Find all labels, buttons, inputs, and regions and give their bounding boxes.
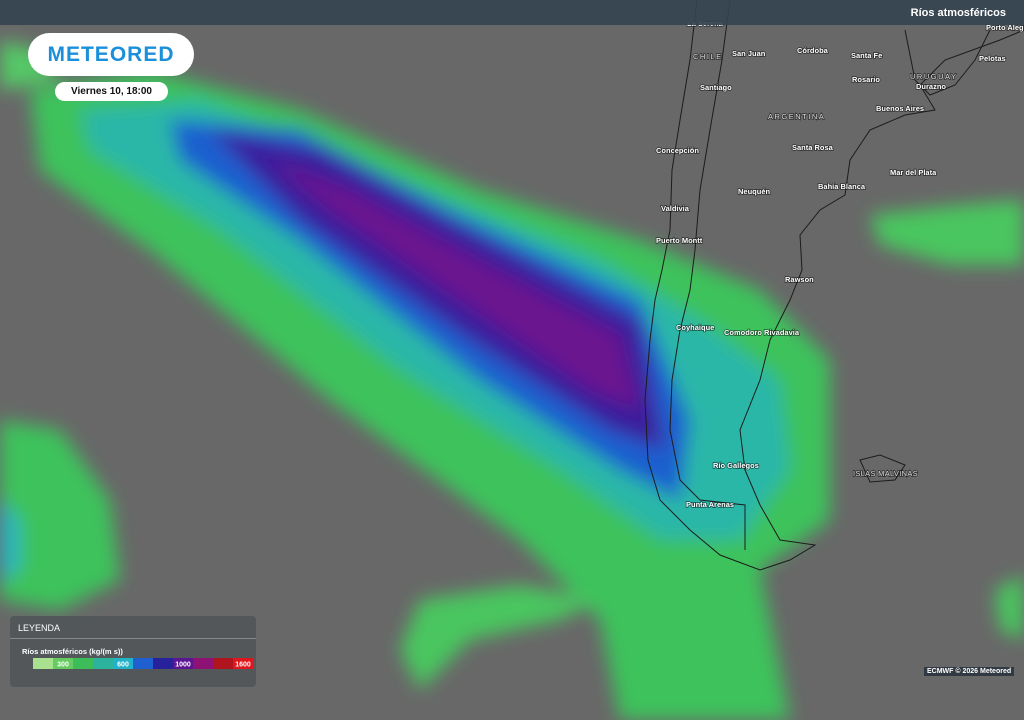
legend-swatch [153, 658, 173, 669]
place-label: Río Gallegos [713, 461, 759, 470]
place-label: Durazno [916, 82, 946, 91]
legend-tick-label: 300 [57, 662, 69, 669]
legend-swatch [33, 658, 53, 669]
legend-tick-label: 1600 [235, 662, 251, 669]
legend-title: LEYENDA [18, 623, 61, 633]
place-label: Santiago [700, 83, 732, 92]
legend-swatch [53, 658, 73, 669]
place-label: Córdoba [797, 46, 829, 55]
credit: ECMWF © 2026 Meteored [924, 667, 1015, 676]
legend-colorbar: 300 600 1000 1600 [33, 658, 253, 669]
place-label: Valdivia [661, 204, 690, 213]
place-label: Rosario [852, 75, 880, 84]
place-label: Porto Alegre [986, 23, 1024, 32]
place-label: Comodoro Rivadavia [724, 328, 800, 337]
place-label: San Juan [732, 49, 766, 58]
country-label: URUGUAY [910, 72, 957, 81]
place-label: Bahía Blanca [818, 182, 866, 191]
place-label: Santa Fe [851, 51, 882, 60]
legend-swatch [213, 658, 233, 669]
layer-title[interactable]: Ríos atmosféricos [910, 7, 1006, 19]
legend-swatch [133, 658, 153, 669]
place-label: Coyhaique [676, 323, 714, 332]
place-label: Puerto Montt [656, 236, 703, 245]
place-label: Mar del Plata [890, 168, 937, 177]
legend-swatch [93, 658, 113, 669]
legend-tick-label: 1000 [175, 662, 191, 669]
legend-swatch [233, 658, 253, 669]
legend-swatch [173, 658, 193, 669]
place-label: Pelotas [979, 54, 1006, 63]
country-label: ISLAS MALVINAS [853, 469, 918, 478]
country-label: ARGENTINA [768, 112, 825, 121]
place-label: Neuquén [738, 187, 771, 196]
legend-separator [10, 638, 256, 639]
legend-swatch [73, 658, 93, 669]
place-label: Rawson [785, 275, 814, 284]
legend: LEYENDA Ríos atmosféricos (kg/(m s)) 300… [10, 616, 256, 687]
datetime[interactable]: Viernes 10, 18:00 [55, 82, 168, 101]
place-label: Concepción [656, 146, 699, 155]
place-label: Santa Rosa [792, 143, 834, 152]
place-label: Buenos Aires [876, 104, 924, 113]
legend-tick-label: 600 [117, 662, 129, 669]
legend-variable: Ríos atmosféricos (kg/(m s)) [22, 647, 123, 656]
legend-swatch [113, 658, 133, 669]
river-field [0, 40, 1024, 720]
legend-swatch [193, 658, 213, 669]
logo[interactable]: METEORED [28, 33, 194, 76]
header-bar: Ríos atmosféricos [0, 0, 1024, 25]
place-label: Punta Arenas [686, 500, 734, 509]
coastlines [644, 0, 1024, 571]
country-label: CHILE [693, 52, 723, 61]
